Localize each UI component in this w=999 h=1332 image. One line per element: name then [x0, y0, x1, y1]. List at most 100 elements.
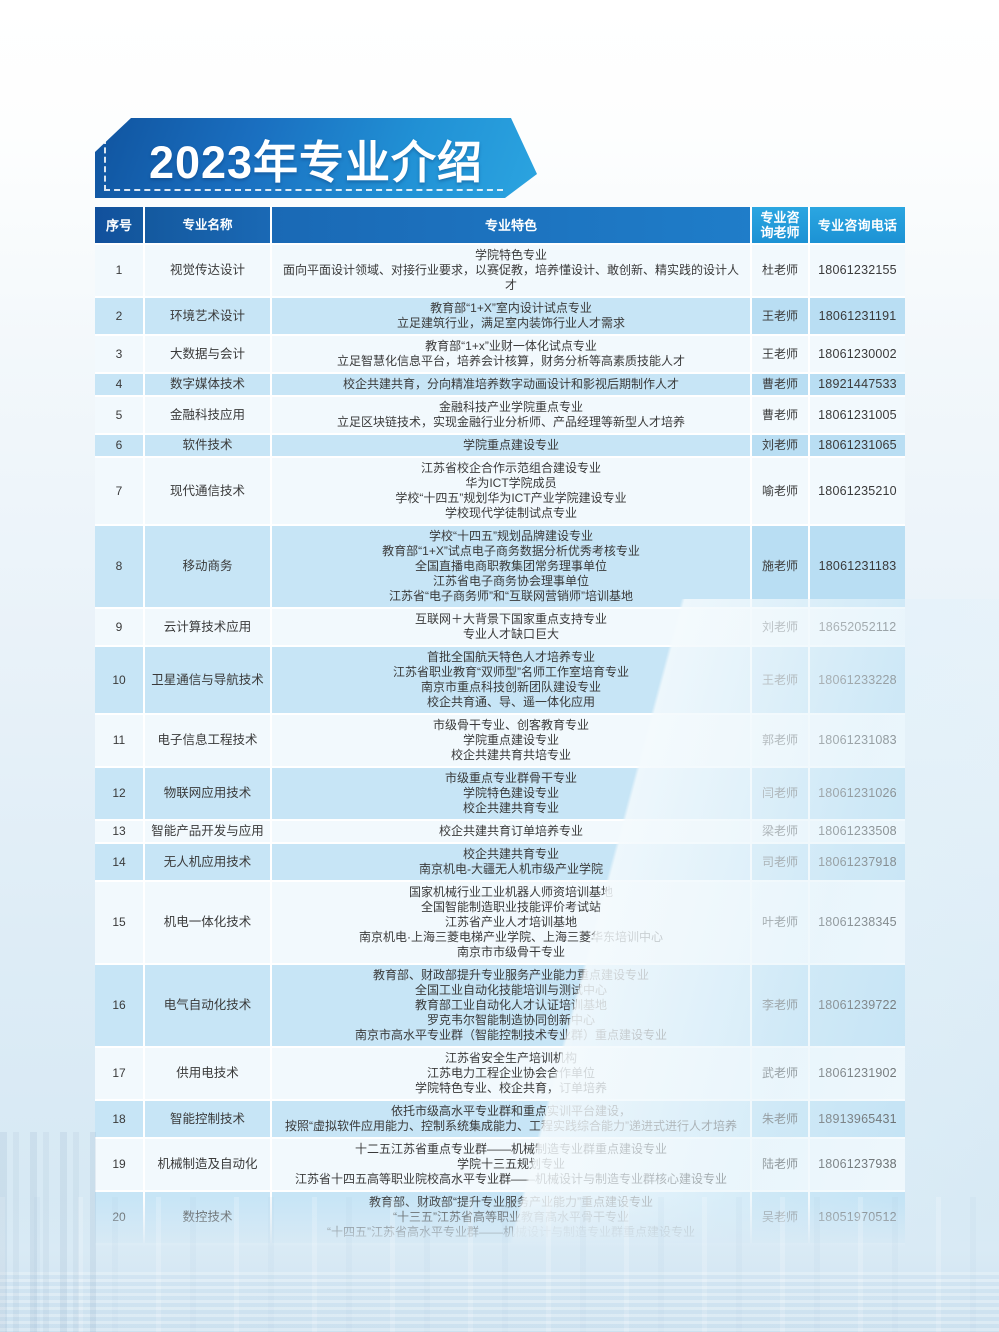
teacher-cell: 梁老师 [752, 821, 810, 842]
phone-cell: 18061231191 [810, 298, 905, 334]
feature-line: 全国工业自动化技能培训与测试中心 [414, 983, 607, 997]
row-index-cell: 5 [95, 397, 145, 433]
feature-line: 南京机电-大疆无人机市级产业学院 [419, 862, 603, 876]
major-name-cell: 视觉传达设计 [145, 245, 272, 296]
feature-line: 依托市级高水平专业群和重点实训平台建设， [390, 1104, 631, 1118]
majors-table: 序号 专业名称 专业特色 专业咨 询老师 专业咨询电话 1 视觉传达设计 学院特色专… [95, 207, 905, 1332]
feature-line: 学院特色专业 [474, 248, 547, 262]
table-row: 14 无人机应用技术 校企共建共育专业 南京机电-大疆无人机市级产业学院 司老师 1806… [95, 844, 905, 882]
feature-line: 校企共建共育专业 [462, 801, 559, 815]
feature-line: 全国智能制造职业技能评价考试站 [420, 900, 601, 914]
phone-cell: 18652052112 [810, 609, 905, 645]
phone-cell: 18061237938 [810, 1139, 905, 1190]
teacher-cell: 闫老师 [752, 768, 810, 819]
feature-line: 校企共建共育专业 [462, 847, 559, 861]
table-row: 5 金融科技应用 金融科技产业学院重点专业 立足区块链技术，实现金融行业分析师、产品经… [95, 397, 905, 435]
page-title: 2023年专业介绍 [148, 136, 484, 188]
major-name-cell: 电气自动化技术 [145, 965, 272, 1046]
phone-cell: 18061239722 [810, 965, 905, 1046]
feature-line: 立足区块链技术，实现金融行业分析师、产品经理等新型人才培养 [336, 415, 685, 429]
phone-cell: 18061231026 [810, 768, 905, 819]
banner-fold-decoration [95, 118, 135, 156]
table-row: 1 视觉传达设计 学院特色专业 面向平面设计领域、对接行业要求，以赛促教，培养懂设计、… [95, 245, 905, 298]
teacher-cell: 刘老师 [752, 435, 810, 456]
feature-line: 教育部“1+X”试点电子商务数据分析优秀考核专业 [382, 544, 640, 558]
teacher-cell: 王老师 [752, 647, 810, 713]
table-row: 4 数字媒体技术 校企共建共育，分向精准培养数字动画设计和影视后期制作人才 曹老师 18… [95, 374, 905, 397]
row-index-cell: 12 [95, 768, 145, 819]
phone-cell: 18061233228 [810, 647, 905, 713]
teacher-cell: 陆老师 [752, 1139, 810, 1190]
major-feature-cell: 学院特色专业 面向平面设计领域、对接行业要求，以赛促教，培养懂设计、敢创新、精实践… [272, 245, 752, 296]
photo-water-reflection [0, 1272, 999, 1332]
feature-line: 学校现代学徒制试点专业 [444, 506, 577, 520]
feature-line: 江苏电力工程企业协会合作单位 [426, 1066, 595, 1080]
teacher-cell: 刘老师 [752, 609, 810, 645]
table-row: 11 电子信息工程技术 市级骨干专业、创客教育专业 学院重点建设专业 校企共建共育共培专… [95, 715, 905, 768]
table-row: 18 智能控制技术 依托市级高水平专业群和重点实训平台建设， 按照“虚拟软件应用能力、… [95, 1101, 905, 1139]
feature-line: 专业人才缺口巨大 [462, 627, 559, 641]
major-feature-cell: 依托市级高水平专业群和重点实训平台建设， 按照“虚拟软件应用能力、控制系统集成能力… [272, 1101, 752, 1137]
feature-line: 江苏省安全生产培训机构 [444, 1051, 577, 1065]
feature-line: 江苏省产业人才培训基地 [444, 915, 577, 929]
table-row: 15 机电一体化技术 国家机械行业工业机器人师资培训基地 全国智能制造职业技能评价考试… [95, 882, 905, 965]
major-name-cell: 移动商务 [145, 526, 272, 607]
feature-line: 校企共育通、导、遥一体化应用 [426, 695, 595, 709]
feature-line: 校企共建共育订单培养专业 [438, 824, 583, 838]
feature-line: 学校“十四五”规划品牌建设专业 [429, 529, 593, 543]
feature-line: 学院十三五规划专业 [456, 1157, 565, 1171]
major-name-cell: 物联网应用技术 [145, 768, 272, 819]
major-feature-cell: 市级重点专业群骨干专业 学院特色建设专业 校企共建共育专业 [272, 768, 752, 819]
teacher-cell: 李老师 [752, 965, 810, 1046]
major-feature-cell: 校企共建共育专业 南京机电-大疆无人机市级产业学院 [272, 844, 752, 880]
feature-line: 首批全国航天特色人才培养专业 [426, 650, 595, 664]
major-feature-cell: 江苏省校企合作示范组合建设专业 华为ICT学院成员 学校“十四五”规划华为ICT产业… [272, 458, 752, 524]
phone-cell: 18061232155 [810, 245, 905, 296]
feature-line: 国家机械行业工业机器人师资培训基地 [408, 885, 613, 899]
feature-line: 互联网＋大背景下国家重点支持专业 [414, 612, 607, 626]
row-index-cell: 8 [95, 526, 145, 607]
feature-line: 全国直播电商职教集团常务理事单位 [414, 559, 607, 573]
feature-line: 学院特色建设专业 [462, 786, 559, 800]
row-index-cell: 9 [95, 609, 145, 645]
teacher-cell: 武老师 [752, 1048, 810, 1099]
feature-line: 南京机电·上海三菱电梯产业学院、上海三菱华东培训中心 [359, 930, 663, 944]
phone-cell: 18061231183 [810, 526, 905, 607]
major-name-cell: 电子信息工程技术 [145, 715, 272, 766]
teacher-cell: 曹老师 [752, 397, 810, 433]
phone-cell: 18061230002 [810, 336, 905, 372]
major-feature-cell: 江苏省安全生产培训机构 江苏电力工程企业协会合作单位 学院特色专业、校企共育，订单培… [272, 1048, 752, 1099]
phone-cell: 18061231005 [810, 397, 905, 433]
major-name-cell: 数字媒体技术 [145, 374, 272, 395]
major-name-cell: 卫星通信与导航技术 [145, 647, 272, 713]
phone-cell: 18061238345 [810, 882, 905, 963]
header-consult-teacher: 专业咨 询老师 [752, 207, 810, 243]
header-consult-phone: 专业咨询电话 [810, 207, 905, 243]
row-index-cell: 6 [95, 435, 145, 456]
feature-line: 华为ICT学院成员 [465, 476, 557, 490]
major-feature-cell: 校企共建共育订单培养专业 [272, 821, 752, 842]
teacher-cell: 朱老师 [752, 1101, 810, 1137]
feature-line: 南京市市级骨干专业 [456, 945, 565, 959]
feature-line: 立足建筑行业，满足室内装饰行业人才需求 [396, 316, 625, 330]
feature-line: 按照“虚拟软件应用能力、控制系统集成能力、工程实践综合能力”递进式进行人才培养 [285, 1119, 737, 1133]
phone-cell: 18921447533 [810, 374, 905, 395]
feature-line: 江苏省“电子商务师”和“互联网营销师”培训基地 [389, 589, 633, 603]
feature-line: 江苏省十四五高等职业院校高水平专业群——机械设计与制造专业群核心建设专业 [294, 1172, 727, 1186]
major-feature-cell: 学校“十四五”规划品牌建设专业 教育部“1+X”试点电子商务数据分析优秀考核专业全… [272, 526, 752, 607]
row-index-cell: 11 [95, 715, 145, 766]
major-feature-cell: 国家机械行业工业机器人师资培训基地 全国智能制造职业技能评价考试站 江苏省产业人才培… [272, 882, 752, 963]
table-row: 9 云计算技术应用 互联网＋大背景下国家重点支持专业 专业人才缺口巨大 刘老师 18652… [95, 609, 905, 647]
row-index-cell: 7 [95, 458, 145, 524]
major-feature-cell: 学院重点建设专业 [272, 435, 752, 456]
feature-line: 南京市高水平专业群（智能控制技术专业群）重点建设专业 [354, 1028, 667, 1042]
feature-line: 十二五江苏省重点专业群——机械制造专业群重点建设专业 [354, 1142, 667, 1156]
major-feature-cell: 教育部“1+x”业财一体化试点专业 立足智慧化信息平台，培养会计核算，财务分析等高… [272, 336, 752, 372]
major-name-cell: 大数据与会计 [145, 336, 272, 372]
row-index-cell: 16 [95, 965, 145, 1046]
feature-line: 校企共建共育，分向精准培养数字动画设计和影视后期制作人才 [342, 377, 679, 391]
row-index-cell: 10 [95, 647, 145, 713]
row-index-cell: 14 [95, 844, 145, 880]
campus-photo-background [0, 1197, 999, 1332]
